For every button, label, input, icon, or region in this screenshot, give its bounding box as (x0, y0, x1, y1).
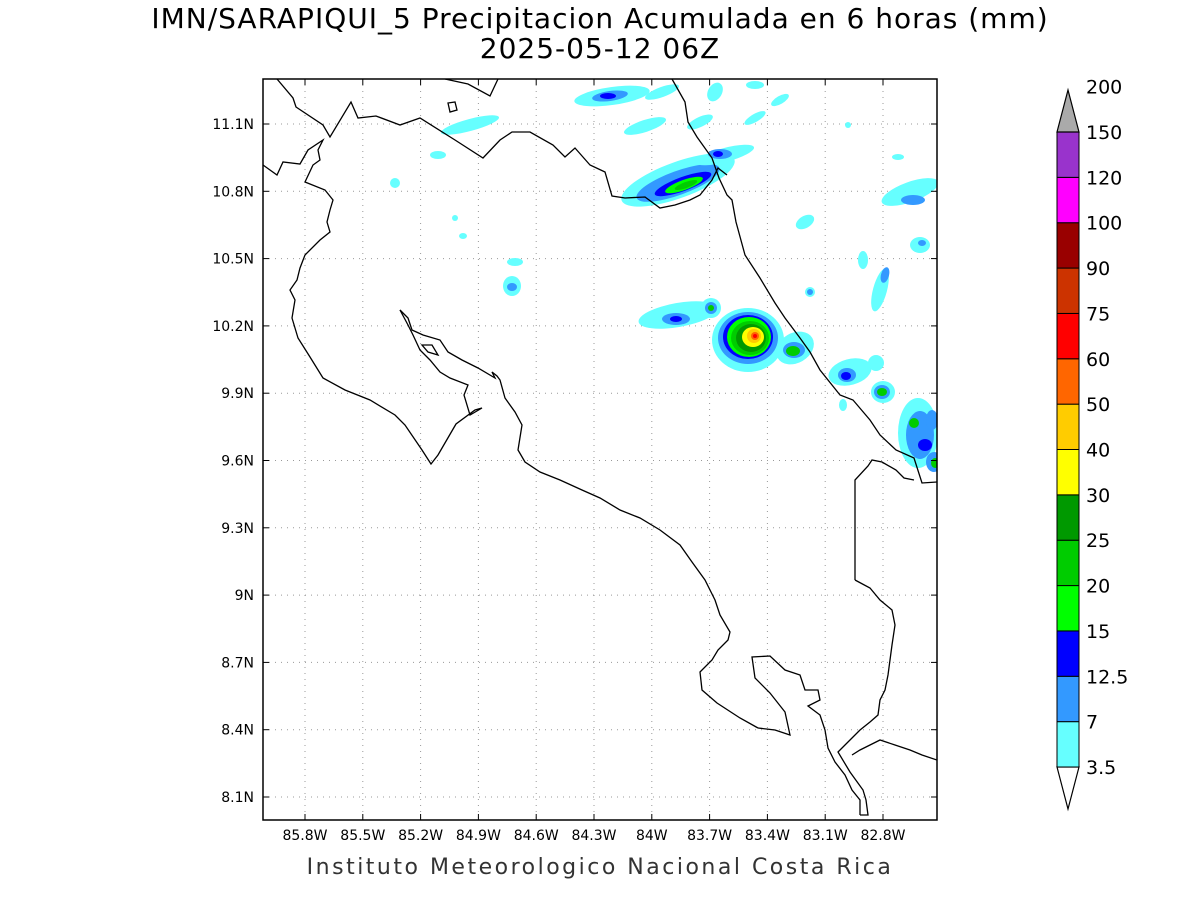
colorbar-swatch (1056, 358, 1080, 405)
footer-credit: Instituto Meteorologico Nacional Costa R… (306, 855, 894, 880)
lon-label: 84W (636, 828, 668, 844)
colorbar-swatch (1056, 449, 1080, 496)
colorbar-label: 120 (1086, 167, 1122, 189)
lon-label: 84.3W (571, 828, 616, 844)
lon-label: 85.2W (398, 828, 443, 844)
lat-label: 8.7N (221, 655, 254, 671)
colorbar-swatch (1056, 403, 1080, 450)
lat-label: 9N (235, 588, 254, 604)
colorbar-swatch (1056, 131, 1080, 178)
longitude-labels: 85.8W 85.5W 85.2W 84.9W 84.6W 84.3W 84W 83.7W 83… (282, 828, 905, 844)
map-gridlines (263, 79, 937, 820)
lat-label: 9.6N (221, 454, 254, 470)
map-frame (262, 78, 938, 821)
colorbar-swatch (1056, 585, 1080, 632)
colorbar-label: 20 (1086, 576, 1110, 598)
lon-label: 85.8W (282, 828, 327, 844)
map-subtitle-date: 2025-05-12 06Z (479, 32, 721, 65)
lat-label: 10.5N (212, 252, 254, 268)
colorbar-label: 75 (1086, 303, 1110, 325)
lon-label: 84.6W (514, 828, 559, 844)
colorbar-label: 100 (1086, 213, 1122, 235)
colorbar-legend: 3.5 7 12.5 15 20 25 30 40 50 60 75 90 100 120 150 200 (1056, 77, 1128, 812)
lat-label: 10.2N (212, 319, 254, 335)
colorbar-label: 3.5 (1086, 757, 1116, 779)
lat-label: 10.8N (212, 184, 254, 200)
colorbar-swatch (1056, 176, 1080, 224)
colorbar-label: 7 (1086, 712, 1098, 734)
colorbar-label: 60 (1086, 349, 1110, 371)
colorbar-swatch (1056, 721, 1080, 768)
colorbar-label: 40 (1086, 440, 1110, 462)
map-title: IMN/SARAPIQUI_5 Precipitacion Acumulada … (151, 2, 1049, 35)
lon-label: 85.5W (340, 828, 385, 844)
coastline-borders (263, 79, 937, 816)
colorbar-label: 200 (1086, 77, 1122, 99)
precipitation-shading (390, 81, 937, 472)
lat-label: 9.9N (221, 386, 254, 402)
lon-label: 83.1W (803, 828, 848, 844)
colorbar-top-arrow (1056, 87, 1080, 133)
colorbar-swatch (1056, 494, 1080, 541)
lat-label: 11.1N (212, 117, 254, 133)
lon-label: 82.8W (860, 828, 905, 844)
colorbar-label: 50 (1086, 394, 1110, 416)
colorbar-label: 15 (1086, 621, 1110, 643)
lat-label: 8.1N (221, 790, 254, 806)
map-plot-area (263, 79, 937, 820)
colorbar-swatch (1056, 267, 1080, 314)
axis-ticks (263, 79, 937, 820)
lat-label: 9.3N (221, 521, 254, 537)
lon-label: 84.9W (456, 828, 501, 844)
colorbar-swatch (1056, 312, 1080, 360)
colorbar-label: 25 (1086, 530, 1110, 552)
latitude-labels: 11.1N 10.8N 10.5N 10.2N 9.9N 9.6N 9.3N 9N 8.7N 8.… (212, 117, 254, 806)
colorbar-swatch (1056, 222, 1080, 269)
colorbar-swatch (1056, 675, 1080, 723)
colorbar-label: 150 (1086, 122, 1122, 144)
lat-label: 8.4N (221, 723, 254, 739)
lon-label: 83.4W (745, 828, 790, 844)
colorbar-label: 30 (1086, 485, 1110, 507)
colorbar-bottom-arrow (1056, 766, 1080, 812)
colorbar-swatch (1056, 630, 1080, 677)
colorbar-swatch (1056, 539, 1080, 587)
lon-label: 83.7W (687, 828, 732, 844)
colorbar-label: 12.5 (1086, 666, 1128, 688)
colorbar-label: 90 (1086, 258, 1110, 280)
